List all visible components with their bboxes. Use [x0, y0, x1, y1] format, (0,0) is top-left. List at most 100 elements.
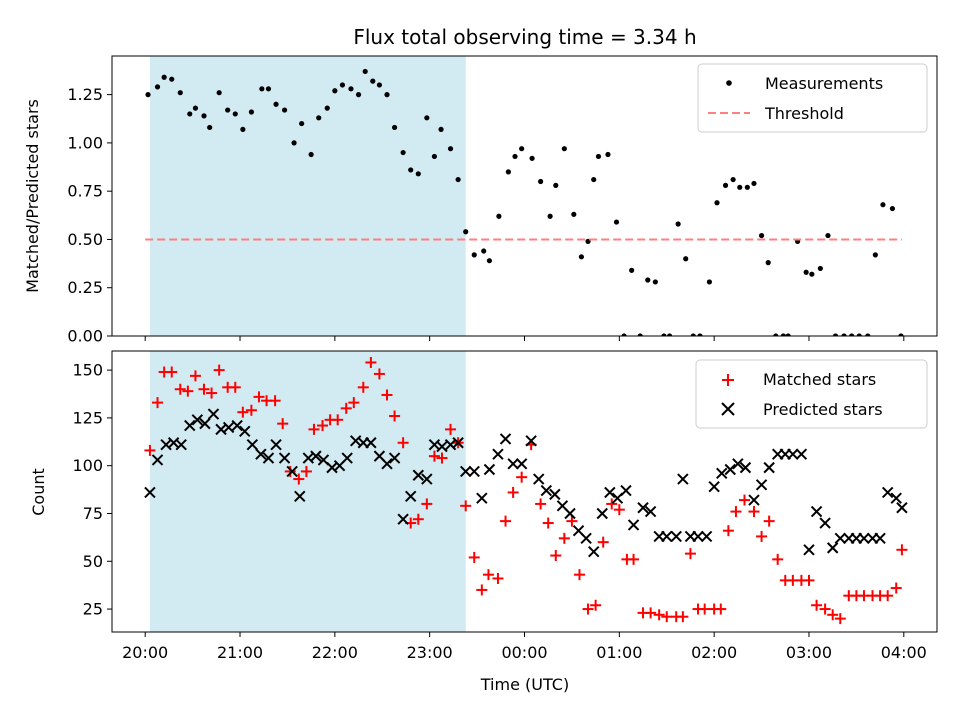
matched-stars-point: [763, 515, 775, 527]
predicted-stars-point: [231, 419, 243, 432]
predicted-stars-point: [144, 486, 156, 499]
predicted-stars-point: [278, 452, 291, 464]
matched-stars-point: [582, 603, 594, 615]
measurements-point: [370, 78, 376, 84]
matched-stars-point: [803, 574, 815, 586]
measurements-point: [737, 184, 743, 190]
measurements-point: [177, 90, 183, 96]
predicted-stars-point: [286, 465, 298, 478]
matched-stars-point: [284, 465, 296, 477]
predicted-stars-point: [341, 452, 353, 464]
measurements-point: [661, 333, 667, 336]
matched-stars-point: [332, 414, 344, 426]
measurements-point: [362, 68, 368, 75]
measurements-point: [880, 202, 886, 208]
matched-stars-point: [756, 530, 768, 542]
measurements-point: [145, 92, 151, 98]
measurements-point: [424, 115, 430, 121]
matched-stars-point: [730, 506, 742, 518]
matched-stars-point: [748, 506, 760, 518]
predicted-stars-point: [803, 544, 815, 556]
x-tick-label: 04:00: [881, 643, 927, 662]
x-tick-label: 21:00: [217, 643, 263, 662]
top-series: [145, 68, 904, 336]
predicted-stars-point: [151, 454, 164, 466]
measurements-point: [841, 333, 847, 336]
matched-stars-point: [365, 356, 377, 368]
predicted-stars-point: [627, 519, 640, 531]
matched-stars-point: [542, 517, 554, 529]
predicted-stars-point: [191, 414, 204, 426]
matched-stars-point: [628, 553, 640, 565]
measurements-point: [154, 84, 161, 90]
predicted-stars-point: [819, 517, 831, 529]
predicted-stars-point: [499, 433, 512, 445]
measurements-point: [481, 248, 487, 254]
legend-measurements-label: Measurements: [765, 74, 883, 93]
top-y-tick-label: 1.25: [67, 85, 103, 104]
measurements-point: [299, 120, 305, 127]
predicted-stars-point: [507, 458, 519, 470]
matched-stars-point: [340, 402, 352, 414]
measurements-point: [803, 269, 809, 275]
measurements-point: [856, 333, 862, 336]
predicted-stars-point: [661, 530, 673, 543]
measurements-point: [291, 140, 297, 146]
predicted-stars-point: [239, 425, 251, 437]
predicted-stars-point: [533, 473, 545, 485]
predicted-stars-point: [310, 450, 322, 462]
measurements-point: [240, 126, 246, 132]
measurements-point: [785, 333, 791, 336]
predicted-stars-point: [787, 448, 799, 460]
x-tick-label: 02:00: [691, 643, 737, 662]
measurements-point: [547, 213, 553, 219]
measurements-point: [758, 232, 765, 239]
measurements-point: [471, 252, 477, 258]
measurements-point: [613, 219, 620, 225]
matched-stars-point: [144, 444, 156, 456]
measurements-point: [376, 82, 383, 88]
measurements-point: [486, 258, 493, 264]
matched-stars-point: [445, 423, 457, 435]
measurements-point: [591, 176, 597, 183]
matched-stars-point: [811, 599, 823, 611]
matched-stars-point: [198, 383, 210, 395]
measurements-point: [324, 105, 330, 111]
matched-stars-point: [645, 607, 657, 619]
measurements-point: [169, 76, 175, 82]
legend-matched-label: Matched stars: [763, 370, 876, 389]
predicted-stars-point: [716, 467, 728, 480]
matched-stars-point: [476, 584, 488, 596]
predicted-stars-point: [540, 484, 553, 497]
bottom-shaded-region: [149, 351, 466, 632]
measurements-point: [825, 232, 831, 239]
predicted-stars-point: [492, 448, 504, 460]
matched-stars-point: [500, 515, 512, 527]
measurements-point: [637, 333, 643, 336]
matched-stars-point: [412, 513, 424, 525]
measurements-point: [773, 333, 779, 336]
matched-stars-point: [421, 498, 433, 510]
top-y-ticks: 0.00 0.25 0.50 0.75 1.00 1.25: [67, 85, 112, 346]
measurements-point: [281, 107, 288, 113]
matched-stars-point: [253, 391, 265, 403]
predicted-stars-point: [588, 546, 600, 558]
measurements-point: [348, 86, 354, 92]
measurements-point: [207, 124, 213, 131]
matched-stars-point: [300, 465, 312, 477]
predicted-stars-point: [692, 530, 704, 543]
measurements-point: [259, 86, 265, 92]
top-y-axis-label: Matched/Predicted stars: [23, 99, 42, 293]
predicted-stars-point: [795, 448, 808, 460]
matched-stars-point: [308, 423, 320, 435]
bot-y-tick-label: 100: [72, 456, 103, 475]
matched-stars-point: [373, 368, 385, 380]
matched-stars-point: [590, 599, 602, 611]
matched-stars-point: [896, 544, 908, 556]
predicted-stars-point: [670, 530, 682, 543]
matched-stars-point: [772, 553, 784, 565]
measurements-point: [578, 254, 584, 260]
top-y-tick-label: 0.00: [67, 327, 103, 346]
predicted-stars-point: [388, 452, 401, 464]
